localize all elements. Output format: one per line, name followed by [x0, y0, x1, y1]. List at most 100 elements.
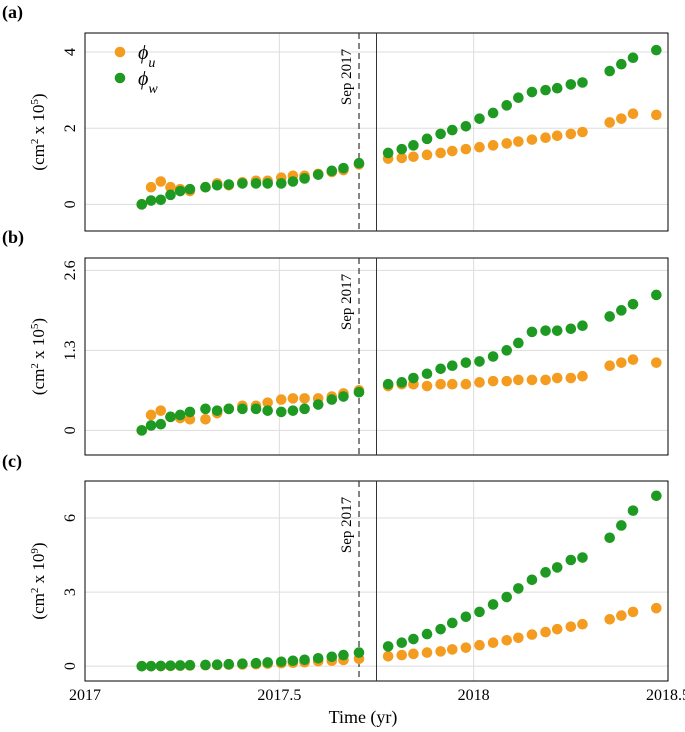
point-u: [408, 151, 419, 163]
point-u: [616, 113, 627, 124]
legend-symbol: ϕ: [138, 68, 148, 90]
point-u: [487, 140, 499, 151]
panel-label: (a): [2, 2, 23, 23]
point-w: [382, 641, 394, 652]
legend-label-w: ϕw: [138, 68, 158, 97]
point-w: [651, 44, 662, 56]
point-w: [446, 360, 458, 372]
point-w: [408, 633, 419, 645]
superscript: 2: [29, 588, 41, 594]
point-u: [487, 637, 499, 649]
point-w: [287, 405, 299, 416]
point-w: [275, 656, 287, 668]
point-u: [446, 378, 458, 390]
label-part: ): [29, 318, 48, 324]
point-u: [540, 132, 551, 144]
point-w: [421, 368, 433, 380]
point-w: [338, 162, 349, 174]
point-w: [211, 659, 223, 671]
point-w: [396, 377, 408, 388]
point-u: [540, 626, 551, 638]
point-u: [651, 357, 662, 368]
superscript: 2: [29, 363, 41, 369]
point-w: [421, 133, 433, 145]
point-u: [435, 378, 446, 390]
x-axis: 2017 2017.5 2018 2018.5: [69, 687, 685, 704]
point-w: [250, 178, 262, 189]
point-u: [526, 374, 538, 386]
y-axis-label: (cm2 x 109): [29, 542, 48, 619]
y-axis-label: (cm2 x 105): [29, 93, 48, 170]
point-w: [396, 143, 408, 155]
point-w: [487, 351, 499, 362]
label-part: ): [29, 93, 48, 99]
point-w: [382, 147, 394, 159]
point-w: [287, 655, 299, 667]
point-u: [165, 181, 176, 193]
point-w: [513, 92, 524, 104]
point-u: [604, 613, 615, 625]
point-w: [540, 567, 551, 578]
point-u: [526, 629, 538, 640]
point-w: [312, 399, 324, 410]
point-w: [338, 391, 349, 402]
point-w: [446, 617, 458, 629]
point-u: [460, 378, 472, 390]
point-w: [237, 403, 248, 415]
point-u: [421, 149, 433, 161]
legend-marker-u: [114, 46, 126, 58]
point-w: [551, 562, 563, 573]
point-u: [616, 610, 627, 621]
sep-2017-annotation: Sep 2017: [339, 273, 355, 330]
point-u: [501, 634, 513, 646]
point-w: [474, 356, 485, 367]
point-u: [474, 141, 485, 153]
point-w: [604, 532, 615, 544]
legend-subscript: w: [148, 82, 158, 97]
point-u: [460, 642, 472, 653]
point-w: [526, 574, 538, 586]
point-w: [487, 599, 499, 610]
point-u: [616, 357, 627, 368]
point-w: [565, 554, 577, 566]
point-w: [551, 325, 563, 336]
point-w: [501, 345, 513, 356]
superscript: 5: [29, 323, 41, 329]
point-w: [435, 623, 446, 635]
point-u: [513, 632, 524, 644]
point-w: [211, 405, 223, 416]
point-u: [513, 374, 524, 386]
x-tick-label: 2018: [458, 687, 490, 704]
point-u: [446, 644, 458, 655]
x-tick-label: 2017: [69, 687, 101, 704]
point-w: [627, 298, 639, 310]
point-w: [250, 657, 262, 669]
point-u: [382, 651, 394, 662]
point-w: [326, 165, 338, 177]
point-w: [604, 65, 615, 77]
point-w: [565, 323, 577, 335]
point-w: [136, 425, 148, 436]
point-u: [487, 375, 499, 387]
point-u: [396, 649, 408, 661]
y-tick-label: 1.3: [62, 340, 79, 360]
point-u: [275, 394, 287, 405]
point-w: [577, 320, 588, 332]
point-w: [326, 394, 338, 405]
point-w: [396, 637, 408, 649]
y-tick-label: 6: [62, 514, 79, 522]
point-w: [353, 157, 365, 169]
point-w: [299, 173, 310, 184]
point-w: [145, 420, 157, 431]
point-u: [526, 134, 538, 145]
point-w: [627, 505, 639, 516]
point-w: [211, 180, 223, 191]
point-w: [165, 660, 176, 671]
legend-label-u: ϕu: [138, 42, 155, 71]
point-w: [540, 84, 551, 96]
point-w: [526, 326, 538, 338]
superscript: 2: [29, 139, 41, 145]
panel-label: (c): [2, 451, 22, 472]
